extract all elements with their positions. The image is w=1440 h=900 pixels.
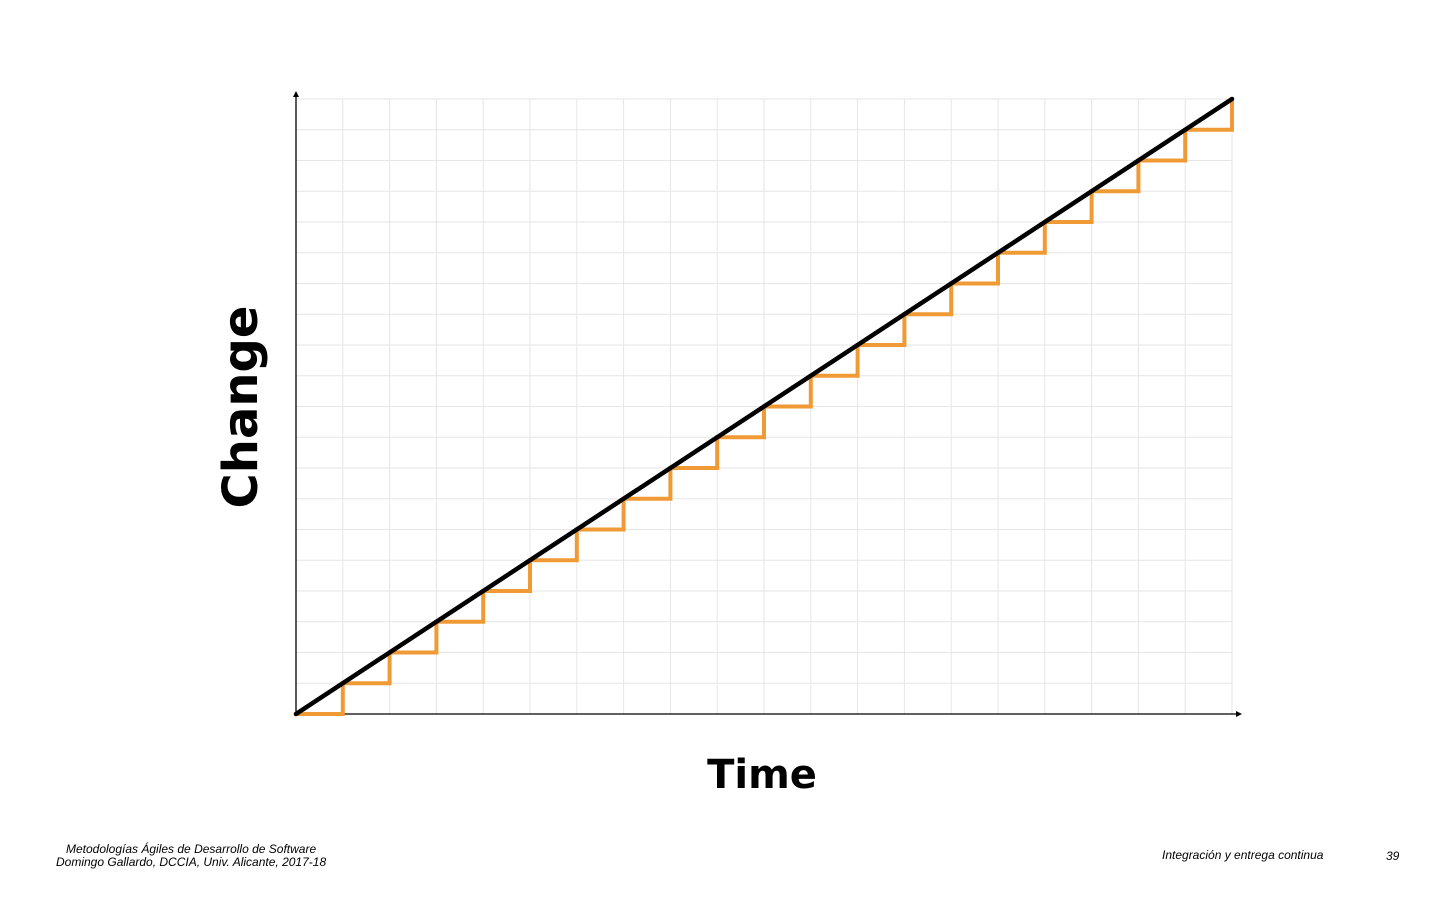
footer-slide-title: Integración y entrega continua xyxy=(1162,848,1324,862)
grid xyxy=(296,98,1233,714)
footer-author: Domingo Gallardo, DCCIA, Univ. Alicante,… xyxy=(56,855,327,869)
series-group xyxy=(293,96,1235,717)
page-number: 39 xyxy=(1386,849,1400,863)
trend-line-series xyxy=(293,96,1235,717)
x-axis-arrow xyxy=(1236,711,1242,717)
footer-course: Metodologías Ágiles de Desarrollo de Sof… xyxy=(65,842,317,856)
x-axis-label: Time xyxy=(707,752,817,798)
y-axis-label: Change xyxy=(213,306,269,509)
axes xyxy=(293,91,1242,717)
footer-credits: Metodologías Ágiles de Desarrollo de Sof… xyxy=(56,843,326,869)
y-axis-arrow xyxy=(293,91,299,97)
